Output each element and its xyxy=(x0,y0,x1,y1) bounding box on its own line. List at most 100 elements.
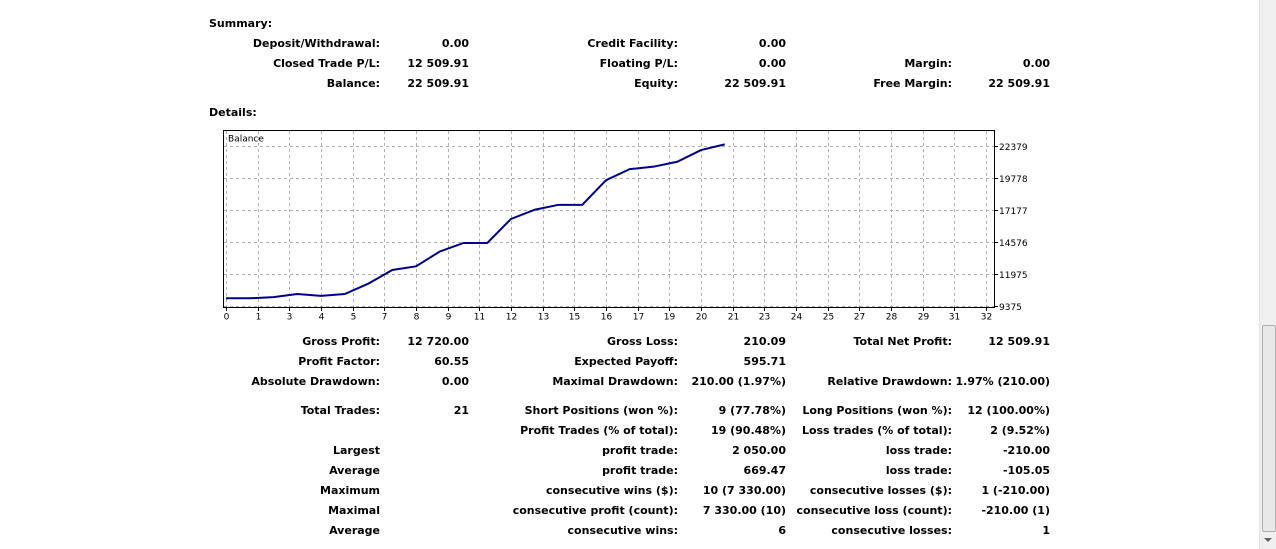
stat-value: 0.00 xyxy=(758,57,786,70)
x-tick-label: 12 xyxy=(506,313,517,323)
x-tick-label: 27 xyxy=(854,313,865,323)
x-tick-label: 29 xyxy=(918,313,930,323)
stat-label: Profit Trades (% of total): xyxy=(520,424,678,437)
stat-label: Maximal xyxy=(328,504,380,517)
stat-value: -210.00 xyxy=(1002,444,1050,457)
stat-label: Average xyxy=(329,464,380,477)
stat-value: 60.55 xyxy=(434,355,469,368)
scrollbar[interactable] xyxy=(1259,0,1276,549)
details-title: Details: xyxy=(209,106,257,119)
x-tick-label: 13 xyxy=(538,313,549,323)
stat-value: -210.00 (1) xyxy=(981,504,1050,517)
plot-frame xyxy=(223,130,995,308)
x-tick-label: 0 xyxy=(224,313,230,323)
x-tick-label: 5 xyxy=(351,313,357,323)
stat-value: 22 509.91 xyxy=(407,77,469,90)
stat-label: Maximal Drawdown: xyxy=(552,375,678,388)
stat-value: 12 509.91 xyxy=(407,57,469,70)
y-tick-label: 9375 xyxy=(999,303,1022,313)
y-tick-label: 14576 xyxy=(999,239,1028,249)
y-tick-label: 17177 xyxy=(999,207,1028,217)
stat-label: Short Positions (won %): xyxy=(524,404,678,417)
stat-value: 19 (90.48%) xyxy=(710,424,786,437)
stat-value: -105.05 xyxy=(1002,464,1050,477)
stat-label: Free Margin: xyxy=(873,77,952,90)
stat-label: loss trade: xyxy=(885,464,952,477)
stat-value: 10 (7 330.00) xyxy=(702,484,786,497)
x-tick-label: 17 xyxy=(633,313,644,323)
stat-label: consecutive losses ($): xyxy=(809,484,952,497)
stat-label: profit trade: xyxy=(602,464,678,477)
stat-label: consecutive wins ($): xyxy=(545,484,678,497)
stat-label: Largest xyxy=(333,444,380,457)
stat-value: 1 xyxy=(1042,524,1050,537)
x-tick-label: 28 xyxy=(886,313,898,323)
stat-label: Relative Drawdown: xyxy=(827,375,952,388)
stat-label: Total Net Profit: xyxy=(853,335,953,348)
legend-label: Balance xyxy=(228,135,264,145)
y-tick-label: 19778 xyxy=(999,175,1028,185)
x-tick-label: 3 xyxy=(287,313,293,323)
stat-value: 12 (100.00%) xyxy=(967,404,1050,417)
y-tick-label: 11975 xyxy=(999,271,1028,281)
stat-label: Total Trades: xyxy=(300,404,380,417)
stat-label: Balance: xyxy=(326,77,380,90)
stat-label: Long Positions (won %): xyxy=(802,404,952,417)
stat-value: 12 509.91 xyxy=(988,335,1050,348)
stat-label: Average xyxy=(329,524,380,537)
stat-value: 595.71 xyxy=(743,355,786,368)
stat-label: consecutive wins: xyxy=(567,524,678,537)
x-tick-label: 7 xyxy=(382,313,388,323)
stat-value: 0.00 xyxy=(1022,57,1050,70)
stat-label: consecutive losses: xyxy=(831,524,952,537)
stat-label: Gross Profit: xyxy=(302,335,380,348)
stat-value: 0.00 xyxy=(441,37,469,50)
stat-label: Absolute Drawdown: xyxy=(251,375,380,388)
stat-value: 210.09 xyxy=(743,335,786,348)
x-tick-label: 9 xyxy=(446,313,452,323)
scroll-thumb[interactable] xyxy=(1262,325,1276,532)
x-tick-label: 32 xyxy=(981,313,992,323)
stat-value: 0.00 xyxy=(441,375,469,388)
stat-value: 7 330.00 (10) xyxy=(702,504,786,517)
scroll-down-arrow[interactable] xyxy=(1264,538,1272,542)
balance-line xyxy=(226,143,725,300)
stat-value: 21 xyxy=(453,404,469,417)
stat-label: Equity: xyxy=(634,77,678,90)
x-tick-label: 23 xyxy=(759,313,770,323)
stat-label: Credit Facility: xyxy=(587,37,678,50)
x-tick-label: 4 xyxy=(319,313,325,323)
stat-value: 669.47 xyxy=(743,464,786,477)
stat-label: consecutive profit (count): xyxy=(512,504,678,517)
stat-label: Gross Loss: xyxy=(607,335,678,348)
stat-value: 2 (9.52%) xyxy=(990,424,1050,437)
stat-label: consecutive loss (count): xyxy=(796,504,952,517)
stat-value: 2 050.00 xyxy=(732,444,786,457)
stat-label: Margin: xyxy=(904,57,952,70)
stat-value: 1.97% (210.00) xyxy=(955,375,1051,388)
x-tick-label: 25 xyxy=(823,313,834,323)
summary-title: Summary: xyxy=(209,17,273,30)
stat-value: 210.00 (1.97%) xyxy=(691,375,787,388)
stat-label: Expected Payoff: xyxy=(574,355,678,368)
stat-label: Deposit/Withdrawal: xyxy=(252,37,380,50)
x-tick-label: 24 xyxy=(791,313,803,323)
x-tick-label: 31 xyxy=(949,313,960,323)
stat-value: 22 509.91 xyxy=(724,77,786,90)
stat-value: 0.00 xyxy=(758,37,786,50)
stat-label: Loss trades (% of total): xyxy=(801,424,952,437)
stat-value: 22 509.91 xyxy=(988,77,1050,90)
stat-label: Closed Trade P/L: xyxy=(273,57,380,70)
y-tick-label: 22379 xyxy=(999,143,1028,153)
x-tick-label: 1 xyxy=(256,313,262,323)
stat-label: Floating P/L: xyxy=(599,57,678,70)
x-tick-label: 15 xyxy=(569,313,580,323)
stat-label: loss trade: xyxy=(885,444,952,457)
x-tick-label: 20 xyxy=(696,313,708,323)
stat-value: 12 720.00 xyxy=(407,335,469,348)
stat-value: 6 xyxy=(778,524,786,537)
stat-value: 1 (-210.00) xyxy=(981,484,1050,497)
x-tick-label: 11 xyxy=(474,313,485,323)
